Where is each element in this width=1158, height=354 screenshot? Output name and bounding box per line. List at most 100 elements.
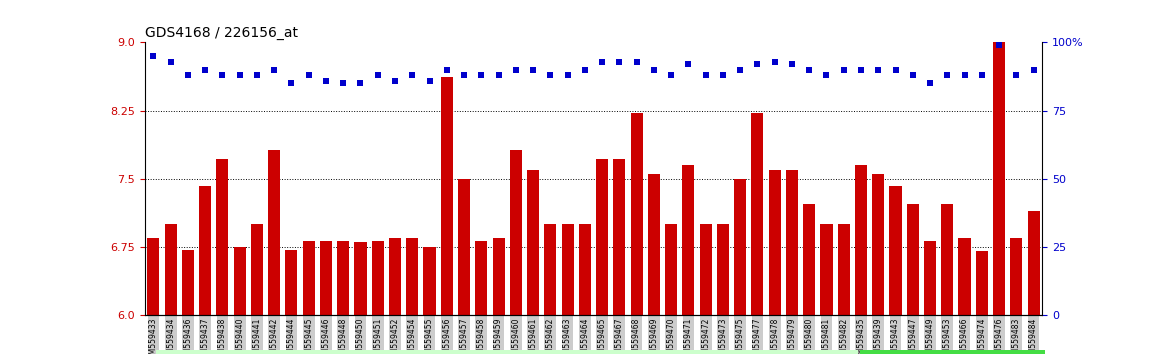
Bar: [302, 241, 315, 354]
Bar: [837, 224, 850, 354]
Point: [196, 67, 214, 73]
Bar: [372, 241, 383, 354]
Point: [265, 67, 284, 73]
Bar: [665, 224, 677, 354]
Bar: [889, 186, 902, 354]
Bar: [269, 150, 280, 354]
Bar: [320, 241, 332, 354]
Point: [696, 72, 714, 78]
Point: [248, 72, 266, 78]
Bar: [234, 247, 245, 354]
Bar: [1010, 238, 1023, 354]
Point: [903, 72, 922, 78]
Point: [144, 53, 162, 59]
Bar: [959, 238, 970, 354]
Point: [213, 72, 232, 78]
Bar: [699, 224, 712, 354]
Point: [576, 67, 594, 73]
Point: [455, 72, 474, 78]
Point: [593, 59, 611, 64]
Bar: [337, 241, 350, 354]
Bar: [406, 238, 418, 354]
Point: [973, 72, 991, 78]
Bar: [389, 238, 401, 354]
Point: [178, 72, 197, 78]
Point: [610, 59, 629, 64]
Bar: [734, 179, 746, 354]
Point: [523, 67, 542, 73]
Point: [541, 72, 559, 78]
Text: GDS4168 / 226156_at: GDS4168 / 226156_at: [145, 26, 298, 40]
Point: [955, 72, 974, 78]
Point: [161, 59, 179, 64]
Bar: [1027, 211, 1040, 354]
Bar: [907, 204, 918, 354]
Point: [868, 67, 887, 73]
Point: [990, 42, 1009, 48]
Point: [713, 72, 732, 78]
Bar: [510, 150, 522, 354]
Point: [403, 72, 422, 78]
Point: [748, 62, 767, 67]
Bar: [647, 174, 660, 354]
Point: [921, 81, 939, 86]
Point: [438, 67, 456, 73]
Bar: [579, 224, 591, 354]
Bar: [769, 170, 780, 354]
Point: [679, 62, 697, 67]
Point: [886, 67, 904, 73]
Point: [818, 72, 836, 78]
Point: [506, 67, 525, 73]
Bar: [424, 247, 435, 354]
Bar: [164, 224, 177, 354]
Bar: [459, 179, 470, 354]
Bar: [924, 241, 936, 354]
Point: [283, 81, 301, 86]
Point: [386, 78, 404, 84]
Point: [731, 67, 749, 73]
Bar: [804, 204, 815, 354]
Point: [645, 67, 664, 73]
Bar: [562, 224, 573, 354]
Bar: [976, 251, 988, 354]
Point: [230, 72, 249, 78]
Bar: [820, 224, 833, 354]
Point: [800, 67, 819, 73]
Bar: [786, 170, 798, 354]
Bar: [285, 250, 298, 354]
Bar: [682, 165, 695, 354]
Point: [1025, 67, 1043, 73]
Point: [1007, 72, 1026, 78]
Point: [351, 81, 369, 86]
Bar: [717, 224, 728, 354]
Bar: [182, 250, 193, 354]
Bar: [251, 224, 263, 354]
Point: [938, 72, 957, 78]
Bar: [994, 42, 1005, 354]
Bar: [941, 204, 953, 354]
Bar: [614, 159, 625, 354]
Point: [334, 81, 352, 86]
Bar: [492, 238, 505, 354]
Bar: [199, 186, 211, 354]
Point: [300, 72, 318, 78]
Bar: [872, 174, 885, 354]
Point: [662, 72, 681, 78]
Bar: [475, 241, 488, 354]
Bar: [354, 242, 367, 354]
Bar: [527, 170, 540, 354]
Bar: [855, 165, 867, 354]
Bar: [544, 224, 556, 354]
Point: [835, 67, 853, 73]
Point: [368, 72, 387, 78]
Point: [558, 72, 577, 78]
Bar: [441, 77, 453, 354]
Point: [420, 78, 439, 84]
Point: [783, 62, 801, 67]
Point: [765, 59, 784, 64]
Point: [852, 67, 871, 73]
Point: [628, 59, 646, 64]
Bar: [147, 238, 160, 354]
Bar: [631, 113, 643, 354]
Bar: [596, 159, 608, 354]
